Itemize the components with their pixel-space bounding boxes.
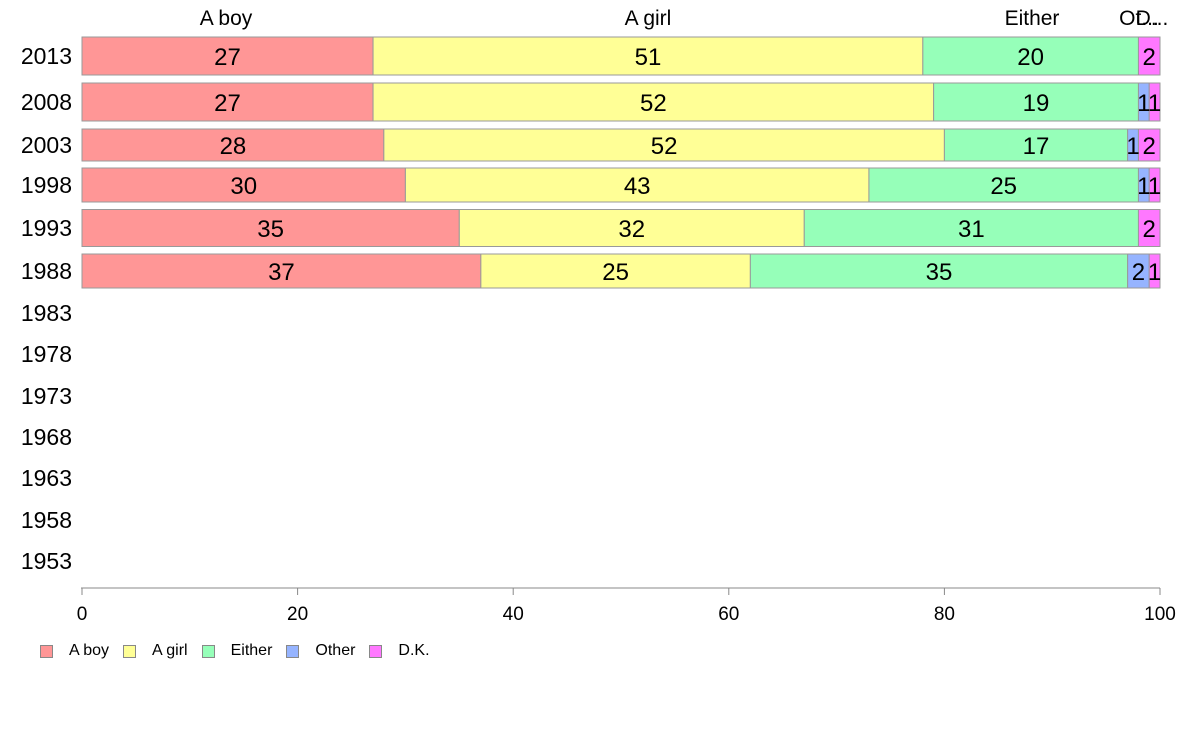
- bars-group: [81, 36, 1161, 289]
- top-category-label: A boy: [200, 7, 253, 30]
- data-label: 28: [220, 133, 247, 160]
- data-label: 2: [1143, 216, 1156, 243]
- bar-segment: [404, 167, 870, 203]
- y-tick-label: 2013: [21, 43, 72, 69]
- y-tick-label: 1983: [21, 300, 72, 326]
- top-category-label: Either: [1005, 7, 1060, 30]
- y-tick-label: 1978: [21, 341, 72, 367]
- bar-segment: [1137, 36, 1161, 76]
- legend-swatch: [369, 644, 383, 658]
- data-label: 1: [1148, 90, 1161, 117]
- data-label: 37: [268, 259, 295, 286]
- data-label: 1: [1137, 173, 1150, 200]
- data-label: 2: [1143, 133, 1156, 160]
- y-tick-label: 2008: [21, 89, 72, 115]
- bar-segment: [1137, 128, 1161, 162]
- top-category-labels: A boy A girl Either Ot...D...: [200, 7, 1169, 30]
- data-label: 1: [1148, 259, 1161, 286]
- bar-segment: [383, 128, 945, 162]
- top-category-label: Ot...: [1119, 7, 1159, 30]
- legend-swatch: [40, 644, 53, 658]
- data-label: 27: [214, 44, 241, 71]
- bar-segment: [458, 209, 805, 247]
- bar-segment: [943, 128, 1129, 162]
- data-label: 1: [1137, 90, 1150, 117]
- data-label: 30: [230, 173, 257, 200]
- data-label: 31: [958, 216, 985, 243]
- data-label: 19: [1023, 90, 1050, 117]
- bar-segment: [81, 209, 460, 247]
- y-tick-label: 2003: [21, 132, 72, 158]
- y-tick-label: 1968: [21, 424, 72, 450]
- data-label: 35: [257, 216, 284, 243]
- bar-segment: [81, 82, 374, 122]
- data-label: 35: [926, 259, 953, 286]
- x-tick-label: 0: [77, 604, 88, 625]
- legend-swatch: [286, 644, 300, 658]
- x-tick-label: 20: [287, 604, 308, 625]
- legend-item-girl: A girl: [123, 642, 188, 660]
- y-tick-label: 1963: [21, 465, 72, 491]
- x-tick-label: 80: [934, 604, 955, 625]
- bar-segment: [1148, 253, 1161, 289]
- legend-item-boy: A boy: [40, 642, 109, 660]
- data-label: 32: [618, 216, 645, 243]
- data-label: 1: [1126, 133, 1139, 160]
- bar-segment: [749, 253, 1129, 289]
- bar-segment: [803, 209, 1139, 247]
- legend-swatch: [201, 644, 215, 658]
- bar-segment: [81, 167, 406, 203]
- x-tick-label: 60: [718, 604, 739, 625]
- legend-label: A girl: [152, 642, 188, 659]
- legend-label: D.K.: [398, 642, 430, 659]
- data-label: 52: [651, 133, 678, 160]
- data-label: 1: [1148, 173, 1161, 200]
- data-label: 20: [1017, 44, 1044, 71]
- y-tick-label: 1953: [21, 548, 72, 574]
- bar-segment: [868, 167, 1139, 203]
- data-label: 27: [214, 90, 241, 117]
- legend-label: Other: [315, 642, 356, 659]
- data-label: 25: [990, 173, 1017, 200]
- bar-segment: [372, 82, 935, 122]
- top-category-label: D...: [1136, 7, 1169, 30]
- bar-segment: [81, 128, 385, 162]
- x-axis: 0 20 40 60 80 100: [77, 587, 1176, 625]
- y-tick-label: 1998: [21, 172, 72, 198]
- legend-label: A boy: [69, 642, 110, 659]
- data-label: 25: [602, 259, 629, 286]
- bar-segment: [1148, 82, 1161, 122]
- bar-segment: [372, 36, 924, 76]
- top-category-label: A girl: [625, 7, 672, 30]
- bar-segment: [1137, 209, 1161, 247]
- bar-segment: [933, 82, 1139, 122]
- x-tick-label: 40: [503, 604, 524, 625]
- y-tick-label: 1973: [21, 383, 72, 409]
- legend: A boy A girl Either Other D.K.: [40, 642, 444, 660]
- y-tick-label: 1988: [21, 258, 72, 284]
- y-tick-label: 1993: [21, 215, 72, 241]
- x-tick-label: 100: [1144, 604, 1176, 625]
- data-label: 43: [624, 173, 651, 200]
- y-tick-label: 1958: [21, 507, 72, 533]
- y-axis-labels: 2013 2008 2003 1998 1993 1988 1983 1978 1973 1968…: [21, 43, 72, 574]
- bar-segment: [1148, 167, 1161, 203]
- data-label: 51: [635, 44, 662, 71]
- data-label: 2: [1143, 44, 1156, 71]
- data-label: 52: [640, 90, 667, 117]
- legend-item-either: Either: [201, 642, 273, 660]
- legend-item-other: Other: [286, 642, 355, 660]
- legend-label: Either: [230, 642, 273, 659]
- legend-swatch: [123, 644, 137, 658]
- data-label: 17: [1023, 133, 1050, 160]
- legend-item-dk: D.K.: [369, 642, 430, 660]
- data-label: 2: [1132, 259, 1145, 286]
